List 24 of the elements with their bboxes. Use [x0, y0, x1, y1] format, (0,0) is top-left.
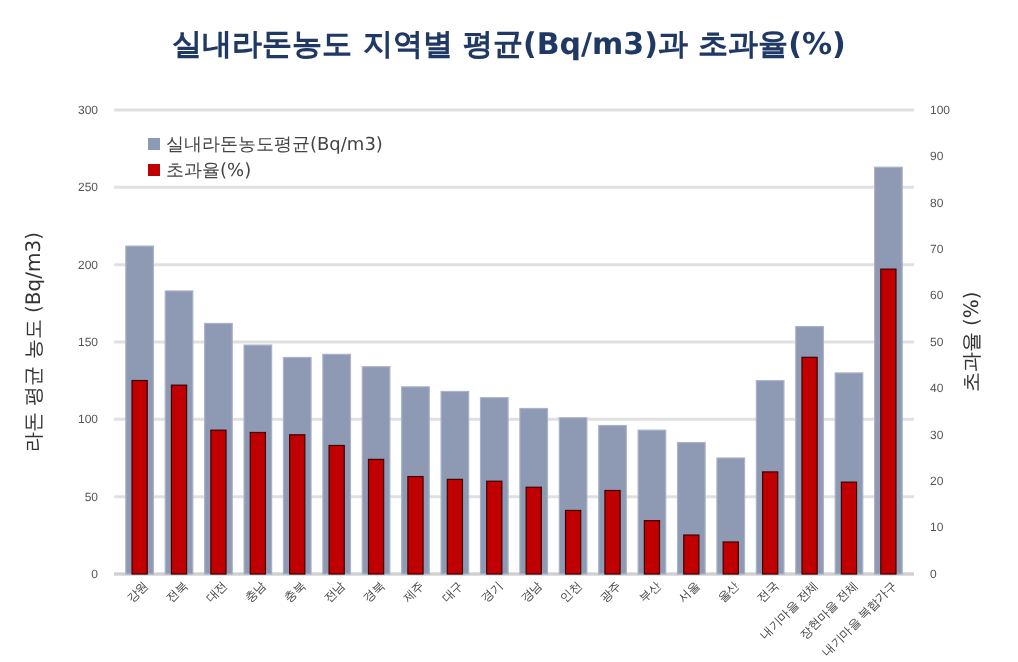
bar — [210, 429, 227, 575]
bar — [683, 534, 700, 575]
y-axis-title: 라돈 평균 농도 (Bq/m3) — [24, 231, 46, 453]
bar — [604, 489, 621, 575]
legend-label: 실내라돈농도평균(Bq/m3) — [166, 136, 383, 156]
bar — [367, 458, 385, 575]
bar — [840, 481, 858, 575]
bar — [880, 268, 897, 575]
bar — [643, 520, 661, 575]
bar — [328, 444, 345, 575]
bar — [131, 379, 148, 575]
bar — [249, 431, 267, 575]
bar — [170, 384, 188, 575]
bar — [486, 480, 503, 575]
bar — [289, 434, 306, 575]
bar — [761, 471, 779, 575]
bar — [722, 541, 739, 575]
legend-label: 초과율(%) — [166, 162, 252, 182]
bar — [446, 478, 464, 575]
chart-title: 실내라돈농도 지역별 평균(Bq/m3)과 초과율(%) — [172, 26, 846, 62]
bar — [407, 475, 424, 575]
y2-axis-title: 초과율 (%) — [962, 291, 984, 393]
bar — [525, 486, 542, 575]
bar — [564, 509, 582, 575]
